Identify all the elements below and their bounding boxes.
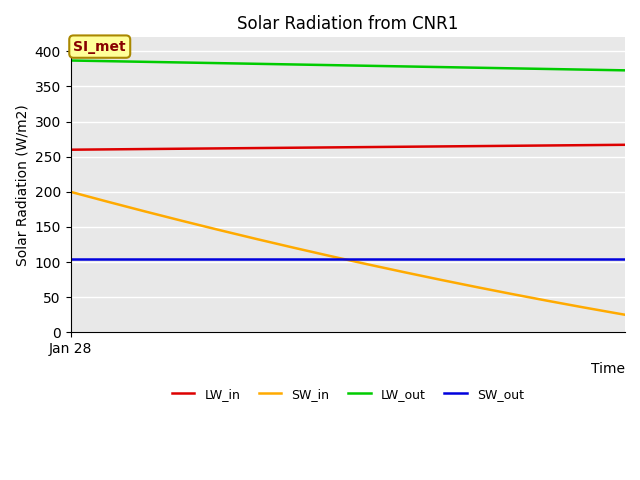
X-axis label: Time: Time bbox=[591, 361, 625, 375]
LW_out bbox=[397, 63, 404, 69]
SW_out bbox=[569, 256, 577, 262]
Line: LW_out: LW_out bbox=[70, 60, 625, 71]
LW_in bbox=[621, 142, 629, 148]
SW_in bbox=[397, 269, 404, 275]
LW_out bbox=[621, 68, 629, 73]
Line: LW_in: LW_in bbox=[70, 145, 625, 150]
Y-axis label: Solar Radiation (W/m2): Solar Radiation (W/m2) bbox=[15, 104, 29, 266]
SW_in bbox=[406, 271, 414, 276]
SW_in bbox=[395, 268, 403, 274]
SW_in bbox=[68, 190, 76, 195]
LW_out bbox=[67, 58, 74, 63]
LW_out bbox=[395, 63, 403, 69]
SW_out bbox=[68, 256, 76, 262]
LW_in bbox=[67, 147, 74, 153]
LW_in bbox=[68, 147, 76, 153]
SW_out bbox=[397, 256, 404, 262]
Text: SI_met: SI_met bbox=[74, 40, 126, 54]
LW_out bbox=[68, 58, 76, 63]
SW_out bbox=[67, 256, 74, 262]
SW_in bbox=[67, 189, 74, 195]
LW_in bbox=[395, 144, 403, 150]
LW_out bbox=[534, 66, 541, 72]
SW_in bbox=[534, 296, 541, 302]
Title: Solar Radiation from CNR1: Solar Radiation from CNR1 bbox=[237, 15, 458, 33]
Line: SW_in: SW_in bbox=[70, 192, 625, 315]
SW_in bbox=[621, 312, 629, 318]
LW_out bbox=[406, 64, 414, 70]
SW_out bbox=[621, 256, 629, 262]
SW_in bbox=[569, 302, 577, 308]
SW_out bbox=[406, 256, 414, 262]
LW_in bbox=[397, 144, 404, 150]
LW_in bbox=[569, 143, 577, 148]
SW_out bbox=[534, 256, 541, 262]
LW_out bbox=[569, 67, 577, 72]
SW_out bbox=[395, 256, 403, 262]
LW_in bbox=[534, 143, 541, 148]
LW_in bbox=[406, 144, 414, 150]
Legend: LW_in, SW_in, LW_out, SW_out: LW_in, SW_in, LW_out, SW_out bbox=[167, 383, 529, 406]
